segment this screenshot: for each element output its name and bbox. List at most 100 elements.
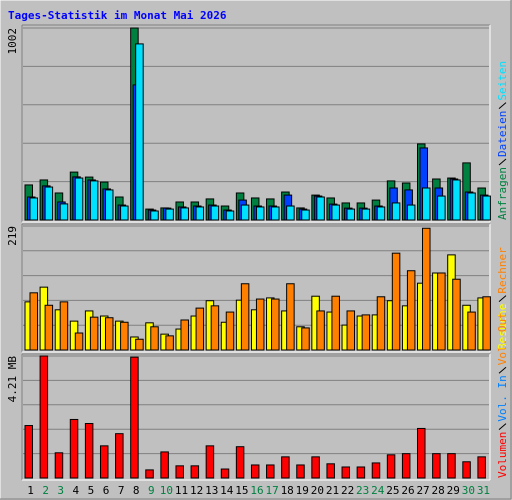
bar: [225, 210, 235, 221]
bar: [89, 316, 99, 351]
bar: [115, 433, 124, 479]
bar: [180, 207, 189, 221]
bar: [150, 210, 159, 221]
bar: [422, 187, 431, 221]
bar: [316, 196, 325, 221]
x-tick-label: 20: [311, 484, 324, 497]
x-tick-label: 11: [175, 484, 188, 497]
bar: [59, 203, 69, 221]
x-tick-label: 10: [160, 484, 173, 497]
bar: [255, 206, 265, 221]
bar: [391, 252, 401, 351]
bar: [220, 468, 230, 479]
x-tick-label: 3: [57, 484, 64, 497]
bar: [240, 204, 250, 221]
bar: [165, 208, 174, 221]
legend-label: Volumen: [496, 432, 509, 478]
bar: [326, 463, 335, 479]
legend-label: Vol. Out: [496, 312, 509, 365]
x-tick-label: 21: [326, 484, 339, 497]
bar: [286, 205, 295, 221]
bar: [145, 469, 154, 479]
legend-label: Seiten: [496, 61, 509, 101]
legend-separator: [498, 102, 507, 110]
legend-separator: [498, 423, 507, 431]
bar: [130, 356, 139, 479]
bar: [437, 195, 446, 221]
bar: [406, 204, 416, 221]
y-tick-label: 1002: [6, 28, 19, 55]
bar: [371, 462, 381, 479]
bar: [331, 295, 340, 351]
bar: [417, 427, 426, 479]
y-tick-label: 219: [6, 226, 19, 246]
bar: [386, 454, 396, 479]
bar: [401, 453, 411, 479]
bar: [376, 206, 386, 221]
bar: [361, 208, 371, 221]
bar: [346, 310, 356, 351]
x-tick-label: 9: [148, 484, 155, 497]
bar: [281, 456, 290, 479]
bar: [84, 423, 94, 479]
bar: [135, 338, 144, 351]
bar: [150, 326, 159, 351]
bar: [120, 205, 129, 221]
bar: [24, 425, 33, 479]
bar: [210, 305, 220, 351]
bar: [190, 465, 200, 479]
bar: [250, 464, 260, 479]
bar: [432, 453, 441, 479]
x-tick-label: 1: [27, 484, 34, 497]
bar: [331, 204, 340, 221]
bar: [74, 332, 84, 351]
x-tick-label: 22: [341, 484, 354, 497]
x-tick-label: 4: [73, 484, 80, 497]
bar: [296, 464, 305, 479]
x-tick-label: 29: [447, 484, 460, 497]
bar: [104, 317, 114, 351]
x-tick-label: 7: [118, 484, 125, 497]
x-tick-label: 23: [356, 484, 369, 497]
x-tick-label: 28: [432, 484, 445, 497]
bar: [44, 304, 54, 351]
legend-label: Vol. In: [496, 375, 509, 421]
bar: [391, 202, 401, 221]
x-tick-label: 26: [401, 484, 414, 497]
bar: [54, 452, 64, 479]
bar: [210, 205, 220, 221]
bar: [462, 461, 471, 479]
legend-separator: [498, 295, 507, 303]
bar: [447, 453, 456, 479]
bar: [160, 451, 169, 479]
bar: [180, 319, 189, 351]
bar: [255, 298, 265, 351]
bar: [482, 195, 491, 221]
bar: [301, 209, 310, 221]
x-tick-label: 2: [42, 484, 49, 497]
bar: [225, 311, 235, 351]
x-tick-label: 15: [235, 484, 248, 497]
bar: [195, 307, 205, 351]
bar: [120, 321, 129, 351]
bar: [356, 466, 366, 479]
bar: [437, 272, 446, 351]
bar: [235, 446, 245, 479]
bar: [271, 206, 280, 221]
x-tick-label: 19: [296, 484, 309, 497]
x-tick-label: 16: [250, 484, 263, 497]
bar: [175, 465, 184, 479]
bar: [422, 227, 431, 351]
x-tick-label: 25: [386, 484, 399, 497]
bar: [467, 192, 476, 221]
bar: [482, 296, 491, 351]
x-tick-label: 6: [103, 484, 110, 497]
bar: [376, 296, 386, 351]
legend-separator: [498, 158, 507, 166]
x-tick-label: 27: [416, 484, 429, 497]
bar: [195, 206, 205, 221]
x-tick-label: 8: [133, 484, 140, 497]
bar: [44, 186, 54, 221]
x-tick-label: 18: [281, 484, 294, 497]
